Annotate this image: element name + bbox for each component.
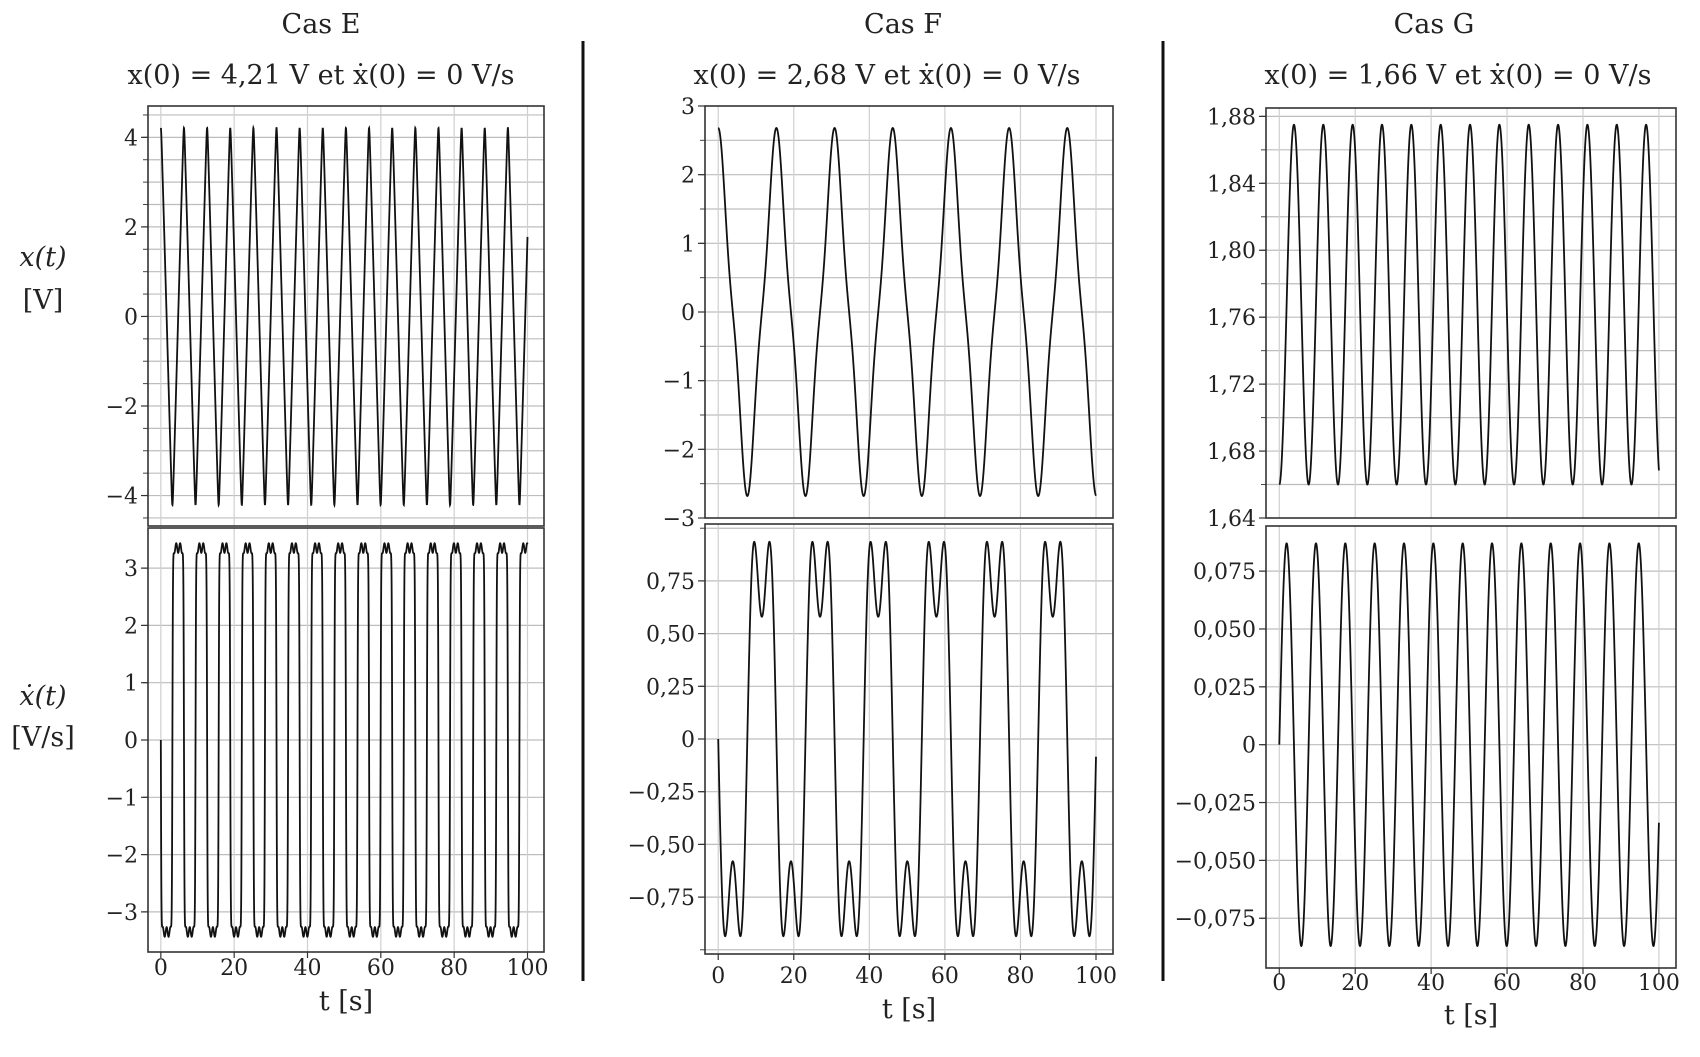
series-line-x (159, 124, 529, 509)
y-tick-label: 0 (124, 305, 138, 330)
x-tick-label: 100 (507, 956, 549, 981)
series-line-xdot (1278, 542, 1660, 948)
x-tick-label: 0 (154, 956, 168, 981)
y-tick-label: 0,50 (646, 623, 695, 648)
series-line-xdot (717, 540, 1097, 938)
subplot-velocity: 0,075 0,050 0,025 0 −0,025 −0,050 −0,075 (1175, 525, 1677, 969)
x-tick-label: 20 (220, 956, 248, 981)
y-tick-label: 1,84 (1207, 172, 1256, 197)
chart-column-cas-f: Cas F x(0) = 2,68 V et ẋ(0) = 0 V/s 3 2 1 0 −1… (628, 9, 1117, 1025)
x-tick-label: 100 (1638, 971, 1680, 996)
y-tick-label: 1,68 (1207, 440, 1256, 465)
y-tick-label: 3 (681, 95, 695, 120)
chart-subtitle: x(0) = 1,66 V et ẋ(0) = 0 V/s (1265, 60, 1652, 91)
y-tick-label: −2 (106, 395, 138, 420)
x-axis-label: t [s] (1444, 1000, 1498, 1031)
y-tick-label: 2 (124, 216, 138, 241)
chart-subtitle: x(0) = 2,68 V et ẋ(0) = 0 V/s (694, 60, 1081, 91)
subplot-position: 4 2 0 −2 −4 x(t) [V] (19, 105, 545, 527)
y-tick-label: 0 (1242, 734, 1256, 759)
y-axis-unit: [V/s] (11, 722, 75, 753)
x-tick-label: 20 (1341, 971, 1369, 996)
y-tick-label: 0,75 (646, 570, 695, 595)
chart-column-cas-g: Cas Gx(0) = 1,66 V et ẋ(0) = 0 V/s1,881,… (1175, 9, 1680, 1031)
y-tick-label: −0,050 (1175, 849, 1256, 874)
y-axis-label: x(t) (19, 242, 66, 273)
y-axis-unit: [V] (23, 285, 64, 316)
x-tick-label: 0 (1272, 971, 1286, 996)
y-axis-label: ẋ(t) (19, 681, 66, 712)
subplot-velocity: 0,75 0,50 0,25 0 −0,25 −0,50 −0,75 (628, 523, 1114, 955)
chart-title: Cas G (1394, 9, 1475, 40)
axes-frame (147, 105, 545, 527)
axes-frame (704, 105, 1114, 519)
y-tick-label: 0,075 (1193, 560, 1256, 585)
chart-subtitle: x(0) = 4,21 V et ẋ(0) = 0 V/s (128, 60, 515, 91)
y-tick-label: 0,25 (646, 675, 695, 700)
series-line-x (1278, 123, 1660, 486)
y-tick-label: −3 (106, 901, 138, 926)
chart-title: Cas F (864, 9, 942, 40)
x-tick-label: 40 (294, 956, 322, 981)
x-tick-label: 0 (711, 964, 725, 989)
y-tick-label: −0,75 (628, 886, 695, 911)
y-tick-label: 1,76 (1207, 306, 1256, 331)
x-tick-label: 100 (1075, 964, 1117, 989)
y-tick-label: −0,25 (628, 781, 695, 806)
y-tick-label: 4 (124, 126, 138, 151)
x-tick-label: 40 (1417, 971, 1445, 996)
x-tick-label: 80 (440, 956, 468, 981)
series-line-xdot (159, 542, 529, 938)
y-tick-label: −0,50 (628, 833, 695, 858)
axes-frame (704, 523, 1114, 955)
x-tick-label: 60 (367, 956, 395, 981)
y-tick-label: −1 (663, 370, 695, 395)
y-tick-label: −4 (106, 485, 138, 510)
y-tick-label: 0 (681, 301, 695, 326)
subplot-position: 1,88 1,84 1,80 1,76 1,72 1,68 1,64 (1207, 105, 1677, 532)
x-tick-label: 60 (1493, 971, 1521, 996)
x-axis-label: t [s] (319, 986, 373, 1017)
y-tick-label: 3 (124, 557, 138, 582)
y-tick-label: 1 (681, 232, 695, 257)
x-tick-label: 40 (855, 964, 883, 989)
y-tick-label: 1,80 (1207, 239, 1256, 264)
y-tick-label: 2 (681, 164, 695, 189)
y-tick-label: 0 (681, 728, 695, 753)
axes-frame (1265, 525, 1677, 969)
y-tick-label: −2 (106, 844, 138, 869)
x-tick-label: 20 (780, 964, 808, 989)
axes-frame (147, 527, 545, 953)
series-line-x (717, 127, 1097, 497)
y-tick-label: −0,075 (1175, 907, 1256, 932)
y-tick-label: 0 (124, 729, 138, 754)
y-tick-label: −2 (663, 438, 695, 463)
y-tick-label: 1,64 (1207, 507, 1256, 532)
chart-column-cas-e: Cas Ex(0) = 4,21 V et ẋ(0) = 0 V/s420−2−… (11, 9, 548, 1017)
y-tick-label: 2 (124, 614, 138, 639)
subplot-velocity: 3 2 1 0 −1 −2 −3 ẋ(t) [V/s] (11, 527, 545, 953)
y-tick-label: −3 (663, 507, 695, 532)
y-tick-label: 1,72 (1207, 373, 1256, 398)
x-axis-label: t [s] (882, 994, 936, 1025)
y-tick-label: 0,025 (1193, 676, 1256, 701)
x-tick-label: 60 (931, 964, 959, 989)
x-tick-label: 80 (1569, 971, 1597, 996)
x-tick-label: 80 (1006, 964, 1034, 989)
chart-title: Cas E (282, 9, 361, 40)
y-tick-label: 0,050 (1193, 618, 1256, 643)
axes-frame (1265, 107, 1677, 519)
y-tick-label: 1,88 (1207, 105, 1256, 130)
subplot-position: 3 2 1 0 −1 −2 −3 (663, 95, 1114, 532)
y-tick-label: 1 (124, 672, 138, 697)
y-tick-label: −1 (106, 786, 138, 811)
y-tick-label: −0,025 (1175, 792, 1256, 817)
